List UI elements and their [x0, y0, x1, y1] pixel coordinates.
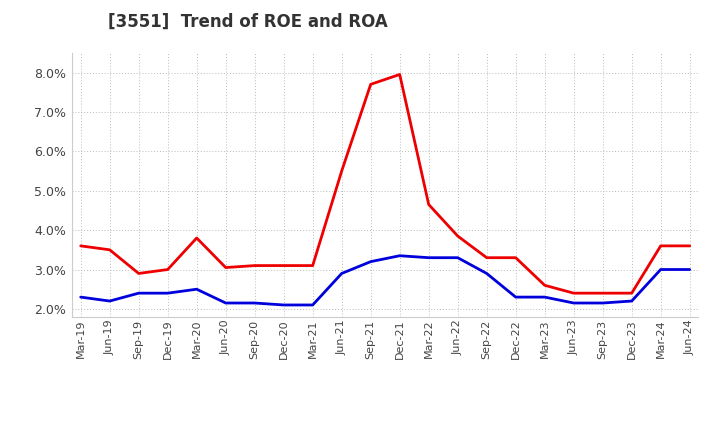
ROA — [482, 271, 491, 276]
Text: [3551]  Trend of ROE and ROA: [3551] Trend of ROE and ROA — [108, 13, 388, 31]
ROA — [598, 301, 607, 306]
ROE — [685, 243, 694, 249]
ROE — [366, 82, 375, 87]
ROA — [454, 255, 462, 260]
ROA — [163, 290, 172, 296]
ROA — [135, 290, 143, 296]
ROE — [163, 267, 172, 272]
ROA — [627, 298, 636, 304]
ROE — [482, 255, 491, 260]
ROE — [192, 235, 201, 241]
ROA — [424, 255, 433, 260]
ROE — [251, 263, 259, 268]
ROE — [657, 243, 665, 249]
ROA — [192, 286, 201, 292]
ROE — [424, 202, 433, 207]
ROE — [76, 243, 85, 249]
ROE — [541, 282, 549, 288]
ROE — [454, 233, 462, 238]
ROA — [685, 267, 694, 272]
ROA — [279, 302, 288, 308]
ROA — [221, 301, 230, 306]
ROA — [338, 271, 346, 276]
ROA — [308, 302, 317, 308]
ROA — [105, 298, 114, 304]
ROA — [76, 294, 85, 300]
ROA — [366, 259, 375, 264]
ROA — [657, 267, 665, 272]
ROA — [511, 294, 520, 300]
ROE — [221, 265, 230, 270]
ROE — [279, 263, 288, 268]
ROA — [541, 294, 549, 300]
ROE — [338, 169, 346, 174]
ROA — [395, 253, 404, 258]
ROE — [308, 263, 317, 268]
ROE — [598, 290, 607, 296]
ROE — [570, 290, 578, 296]
ROE — [105, 247, 114, 253]
ROE — [395, 72, 404, 77]
ROE — [511, 255, 520, 260]
Line: ROE: ROE — [81, 74, 690, 293]
ROE — [627, 290, 636, 296]
Line: ROA: ROA — [81, 256, 690, 305]
ROE — [135, 271, 143, 276]
ROA — [570, 301, 578, 306]
ROA — [251, 301, 259, 306]
